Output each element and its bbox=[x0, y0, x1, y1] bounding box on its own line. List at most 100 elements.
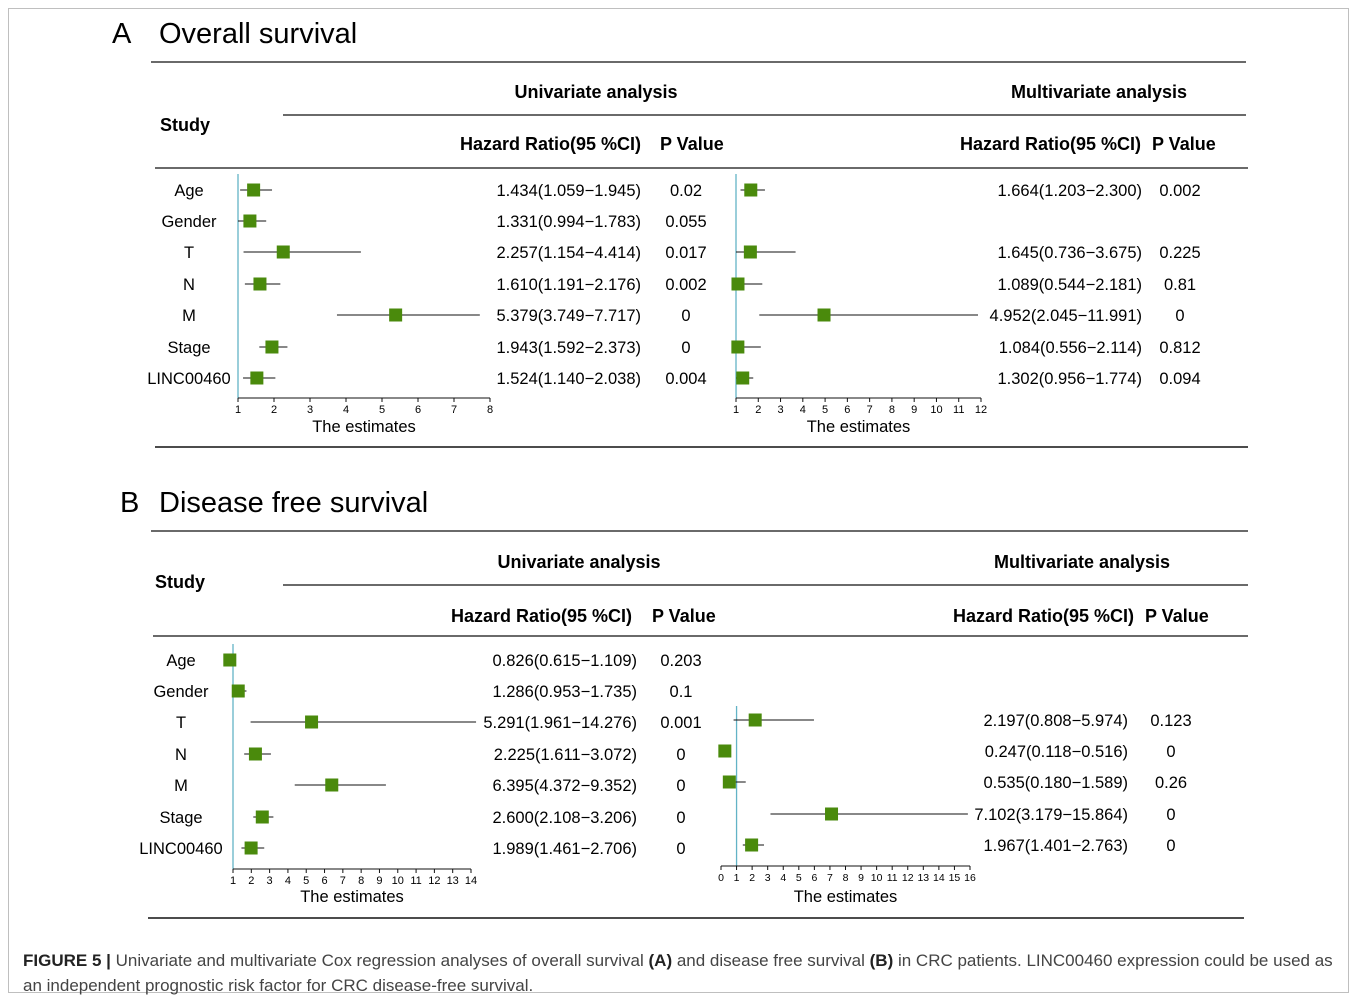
panel-b-uni-tick-label-14: 14 bbox=[465, 875, 477, 887]
panel-b-study-label-age: Age bbox=[166, 652, 195, 670]
panel-b-study-label-m: M bbox=[174, 777, 188, 795]
panel-a-uni-marker-t bbox=[276, 245, 290, 259]
panel-b-uni-hr-m: 6.395(4.372−9.352) bbox=[493, 777, 638, 795]
panel-b-uni-tick-label-2: 2 bbox=[248, 875, 254, 887]
panel-a-multi-tick-label-8: 8 bbox=[889, 404, 895, 416]
panel-b-multi-tick-label-14: 14 bbox=[933, 872, 945, 884]
panel-b-uni-p-header: P Value bbox=[652, 606, 716, 626]
panel-b-uni-hr-gender: 1.286(0.953−1.735) bbox=[493, 683, 638, 701]
panel-a-multi-tick-label-9: 9 bbox=[911, 404, 917, 416]
figure-frame bbox=[8, 8, 1349, 993]
panel-b-multi-marker-stage bbox=[825, 807, 839, 821]
panel-a: A Overall survival Study Univariate anal… bbox=[112, 18, 1248, 448]
panel-a-multivariate-heading: Multivariate analysis bbox=[1011, 82, 1187, 102]
panel-b-uni-p-n: 0 bbox=[676, 746, 685, 764]
caption-part-1: Univariate and multivariate Cox regressi… bbox=[110, 951, 649, 970]
panel-b-multi-marker-linc00460 bbox=[745, 838, 759, 852]
panel-a-multi-hr-header: Hazard Ratio(95 %CI) bbox=[960, 134, 1141, 154]
panel-a-multi-marker-t bbox=[743, 245, 757, 259]
panel-a-multi-tick-label-10: 10 bbox=[930, 404, 942, 416]
panel-b-multi-hr-linc00460: 1.967(1.401−2.763) bbox=[984, 837, 1129, 855]
panel-b-uni-marker-age bbox=[223, 653, 237, 667]
panel-a-multi-hr-age: 1.664(1.203−2.300) bbox=[998, 182, 1143, 200]
panel-a-study-header: Study bbox=[160, 115, 210, 135]
panel-b-multi-hr-header: Hazard Ratio(95 %CI) bbox=[953, 606, 1134, 626]
panel-a-study-label-gender: Gender bbox=[161, 213, 217, 231]
panel-a-uni-hr-m: 5.379(3.749−7.717) bbox=[497, 307, 642, 325]
panel-b-uni-x-label: The estimates bbox=[300, 888, 404, 906]
panel-a-multi-marker-linc00460 bbox=[736, 371, 750, 385]
panel-a-uni-tick-label-8: 8 bbox=[487, 404, 493, 416]
panel-b-multi-tick-label-5: 5 bbox=[796, 872, 802, 884]
panel-b-uni-marker-m bbox=[325, 778, 339, 792]
panel-b-multi-p-m: 0.26 bbox=[1155, 774, 1187, 792]
panel-a-uni-marker-m bbox=[389, 308, 403, 322]
panel-b-study-label-t: T bbox=[176, 714, 186, 732]
panel-b-multi-tick-label-2: 2 bbox=[749, 872, 755, 884]
panel-b-title: Disease free survival bbox=[159, 487, 428, 519]
panel-a-uni-tick-label-1: 1 bbox=[235, 404, 241, 416]
panel-b-uni-tick-label-1: 1 bbox=[230, 875, 236, 887]
panel-a-multi-tick-label-6: 6 bbox=[844, 404, 850, 416]
panel-a-multi-tick-label-5: 5 bbox=[822, 404, 828, 416]
panel-a-multi-tick-label-3: 3 bbox=[777, 404, 783, 416]
panel-a-uni-p-stage: 0 bbox=[681, 339, 690, 357]
panel-b-multi-marker-t bbox=[748, 713, 762, 727]
panel-b-univariate-heading: Univariate analysis bbox=[497, 552, 660, 572]
panel-b-uni-tick-label-9: 9 bbox=[376, 875, 382, 887]
caption-part-2: and disease free survival bbox=[672, 951, 870, 970]
panel-a-uni-hr-gender: 1.331(0.994−1.783) bbox=[497, 213, 642, 231]
panel-b-uni-p-stage: 0 bbox=[676, 809, 685, 827]
panel-a-multi-p-age: 0.002 bbox=[1159, 182, 1200, 200]
panel-a-letter: A bbox=[112, 18, 132, 50]
panel-a-multi-p-header: P Value bbox=[1152, 134, 1216, 154]
panel-a-study-label-m: M bbox=[182, 307, 196, 325]
panel-b-multi-marker-n bbox=[718, 744, 732, 758]
panel-b-multi-hr-stage: 7.102(3.179−15.864) bbox=[974, 806, 1128, 824]
panel-a-multi-marker-stage bbox=[731, 340, 745, 354]
panel-b-multi-p-t: 0.123 bbox=[1150, 712, 1191, 730]
panel-b-uni-marker-gender bbox=[231, 684, 245, 698]
panel-a-multi-p-linc00460: 0.094 bbox=[1159, 370, 1200, 388]
panel-a-study-label-age: Age bbox=[174, 182, 203, 200]
panel-a-multi-marker-n bbox=[731, 277, 745, 291]
panel-a-uni-p-gender: 0.055 bbox=[665, 213, 706, 231]
panel-b-multi-p-header: P Value bbox=[1145, 606, 1209, 626]
panel-a-uni-marker-stage bbox=[265, 340, 279, 354]
panel-a-multi-p-n: 0.81 bbox=[1164, 276, 1196, 294]
panel-b-multi-hr-m: 0.535(0.180−1.589) bbox=[984, 774, 1129, 792]
panel-a-multi-hr-linc00460: 1.302(0.956−1.774) bbox=[998, 370, 1143, 388]
panel-b-multi-hr-n: 0.247(0.118−0.516) bbox=[985, 743, 1128, 761]
panel-b-multi-tick-label-11: 11 bbox=[887, 872, 898, 884]
panel-b-study-label-linc00460: LINC00460 bbox=[139, 840, 222, 858]
panel-a-uni-marker-n bbox=[253, 277, 267, 291]
panel-a-study-label-t: T bbox=[184, 244, 194, 262]
panel-b-uni-p-age: 0.203 bbox=[660, 652, 701, 670]
panel-a-multi-p-t: 0.225 bbox=[1159, 244, 1200, 262]
panel-a-uni-marker-age bbox=[247, 183, 261, 197]
panel-b-uni-hr-age: 0.826(0.615−1.109) bbox=[493, 652, 638, 670]
panel-a-uni-p-linc00460: 0.004 bbox=[665, 370, 706, 388]
panel-b-uni-tick-label-13: 13 bbox=[447, 875, 459, 887]
panel-b-multi-tick-label-15: 15 bbox=[949, 872, 961, 884]
panel-b-multi-tick-label-0: 0 bbox=[718, 872, 724, 884]
forest-plot-figure: A Overall survival Study Univariate anal… bbox=[112, 18, 1248, 919]
panel-b-uni-tick-label-3: 3 bbox=[267, 875, 273, 887]
panel-a-multi-tick-label-12: 12 bbox=[975, 404, 987, 416]
panel-b-multi-tick-label-3: 3 bbox=[765, 872, 771, 884]
panel-b-uni-tick-label-4: 4 bbox=[285, 875, 291, 887]
panel-a-multi-p-m: 0 bbox=[1175, 307, 1184, 325]
panel-a-uni-hr-header: Hazard Ratio(95 %CI) bbox=[460, 134, 641, 154]
panel-b-multi-p-stage: 0 bbox=[1166, 806, 1175, 824]
panel-b-letter: B bbox=[120, 487, 139, 519]
panel-b-study-label-gender: Gender bbox=[153, 683, 209, 701]
panel-b-uni-hr-n: 2.225(1.611−3.072) bbox=[494, 746, 637, 764]
panel-b-uni-marker-stage bbox=[255, 810, 269, 824]
panel-a-multi-marker-m bbox=[817, 308, 831, 322]
panel-a-uni-tick-label-3: 3 bbox=[307, 404, 313, 416]
caption-label: FIGURE 5 | bbox=[23, 951, 111, 970]
panel-a-univariate-heading: Univariate analysis bbox=[514, 82, 677, 102]
